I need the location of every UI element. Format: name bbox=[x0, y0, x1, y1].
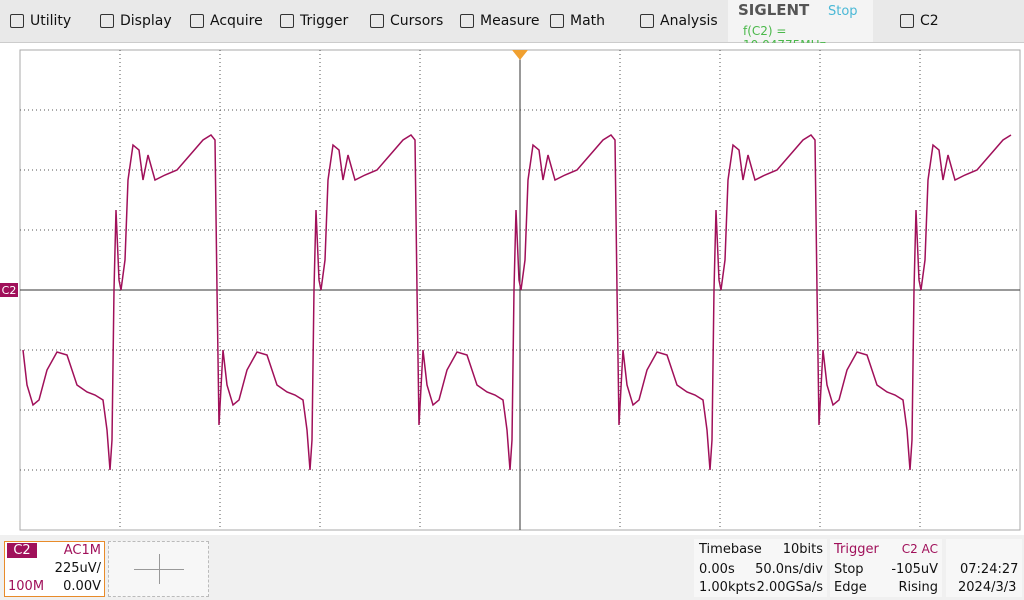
channel-offset: 0.00V bbox=[63, 579, 101, 594]
menu-item[interactable]: Analysis bbox=[630, 0, 718, 42]
clock-time: 07:24:27 bbox=[960, 562, 1019, 577]
waveform-trace bbox=[22, 134, 1012, 471]
channel-scale: 225uV/ bbox=[54, 561, 101, 576]
channel-button[interactable]: C2 bbox=[890, 0, 939, 42]
brand: SIGLENT bbox=[738, 1, 810, 19]
timebase-delay: 0.00s bbox=[699, 562, 735, 577]
trigger-level: -105uV bbox=[891, 562, 938, 577]
add-channel[interactable] bbox=[108, 541, 209, 597]
clock-panel: 07:24:27 2024/3/3 bbox=[946, 539, 1022, 597]
timebase-rate: 2.00GSa/s bbox=[756, 580, 823, 595]
trigger-panel[interactable]: Trigger C2 AC Stop -105uV Edge Rising bbox=[830, 539, 942, 597]
channel-panel[interactable]: C2 AC1M 225uV/ 100M 0.00V bbox=[4, 541, 105, 597]
timebase-points: 1.00kpts bbox=[699, 580, 756, 595]
trigger-source: C2 AC bbox=[901, 542, 938, 556]
channel-name: C2 bbox=[7, 543, 37, 558]
menu-label: Cursors bbox=[390, 13, 444, 29]
timebase-scale: 50.0ns/div bbox=[755, 562, 823, 577]
run-state: Stop bbox=[828, 4, 858, 19]
menu-item[interactable]: Measure bbox=[450, 0, 540, 42]
display-bg bbox=[0, 43, 1024, 535]
menu-item[interactable]: Math bbox=[540, 0, 605, 42]
channel-marker: C2 bbox=[2, 284, 17, 297]
menu-item[interactable]: Acquire bbox=[180, 0, 263, 42]
trigger-state: Stop bbox=[834, 562, 864, 577]
status-box: SIGLENT Stop f(C2) = 10.04775MHz bbox=[728, 0, 873, 52]
menu-label: Acquire bbox=[210, 13, 263, 29]
channel-bandwidth: 100M bbox=[8, 579, 45, 594]
trigger-pos bbox=[512, 50, 528, 60]
menu-label: Analysis bbox=[660, 13, 718, 29]
clock-date: 2024/3/3 bbox=[958, 580, 1017, 595]
timebase-panel[interactable]: Timebase 10bits 0.00s 50.0ns/div 1.00kpt… bbox=[694, 539, 827, 597]
menu-label: Measure bbox=[480, 13, 540, 29]
channel-marker-bg bbox=[0, 283, 18, 297]
menu-item[interactable]: Cursors bbox=[360, 0, 443, 42]
channel-label: C2 bbox=[920, 13, 939, 29]
menu-item[interactable]: Trigger bbox=[270, 0, 348, 42]
menu-label: Display bbox=[120, 13, 172, 29]
menu-label: Trigger bbox=[300, 13, 349, 29]
menu-bar: Utility Display Acquire Trigger Cursors … bbox=[0, 0, 1024, 52]
timebase-bits: 10bits bbox=[782, 542, 823, 557]
waveform-display: C2 bbox=[0, 43, 1024, 535]
trigger-slope: Rising bbox=[898, 580, 938, 595]
channel-coupling: AC1M bbox=[63, 543, 101, 558]
plus-v bbox=[159, 554, 160, 584]
trigger-type: Edge bbox=[834, 580, 867, 595]
menu-label: Utility bbox=[30, 13, 72, 29]
menu-item[interactable]: Display bbox=[90, 0, 172, 42]
trigger-title: Trigger bbox=[834, 542, 879, 557]
menu-label: Math bbox=[570, 13, 606, 29]
menu-item[interactable]: Utility bbox=[0, 0, 71, 42]
timebase-title: Timebase bbox=[699, 542, 762, 557]
